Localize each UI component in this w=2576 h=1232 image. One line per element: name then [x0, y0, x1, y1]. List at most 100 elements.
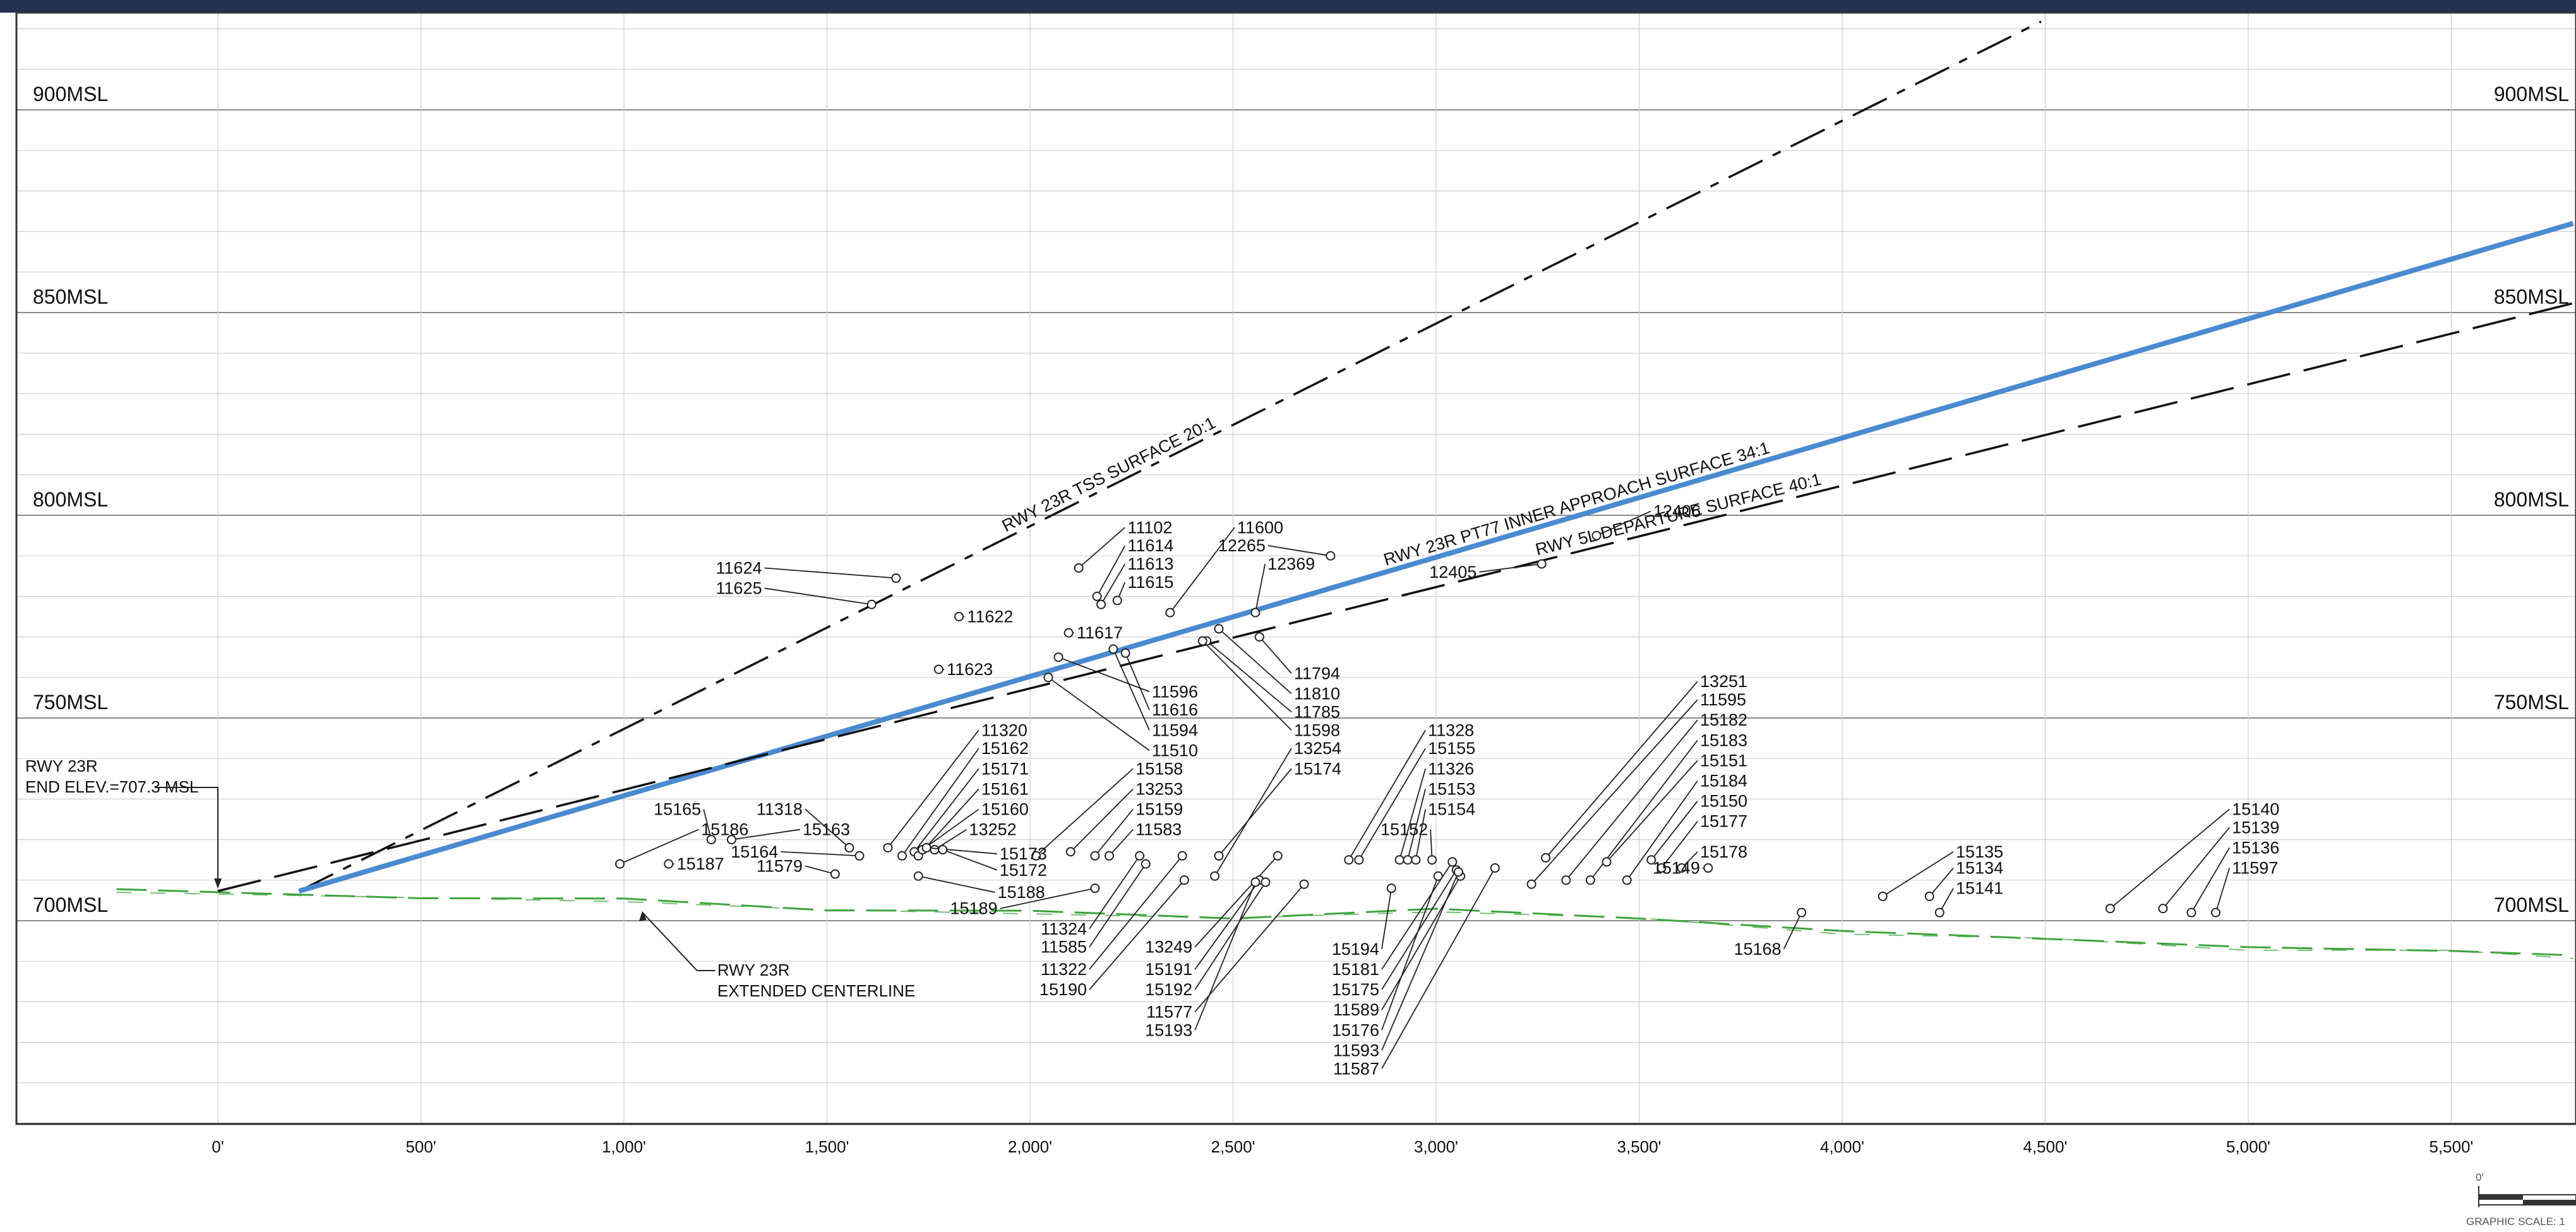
leader-line	[1783, 912, 1802, 950]
obstacle-point	[1537, 559, 1547, 569]
obstacle-point	[1031, 851, 1041, 861]
leader-line	[1381, 868, 1496, 1069]
obstacle-point	[844, 842, 854, 852]
centerline-label: RWY 23R	[717, 960, 790, 979]
obstacle-label: 11623	[947, 660, 993, 679]
obstacle-point	[1179, 875, 1189, 885]
obstacle-point	[1490, 863, 1500, 873]
obstacle-label: 11600	[1237, 518, 1283, 537]
obstacle-point	[1120, 648, 1130, 658]
leader-line	[1399, 769, 1427, 860]
obstacle-label: 15163	[803, 820, 850, 839]
leader-line	[1218, 768, 1292, 856]
obstacle-label: 13254	[1294, 739, 1341, 758]
y-tick-label-left: 700MSL	[33, 894, 108, 916]
x-tick-label: 1,500'	[805, 1137, 849, 1156]
leader-line	[1651, 801, 1698, 861]
leader-line	[1094, 808, 1134, 856]
scale-caption: GRAPHIC SCALE: 1	[2466, 1216, 2565, 1228]
obstacle-point	[1214, 851, 1224, 861]
obstacle-point	[1063, 628, 1074, 638]
y-tick-label-left: 900MSL	[33, 83, 108, 105]
leader-line	[1259, 637, 1292, 674]
leader-line	[1125, 652, 1150, 710]
obstacle-point	[664, 859, 674, 869]
obstacle-label: 11625	[716, 579, 762, 598]
leader-line	[1089, 880, 1185, 990]
obstacle-label: 15173	[1000, 844, 1047, 863]
obstacle-point	[1214, 624, 1224, 634]
runway-end-leader	[155, 787, 219, 888]
leader-line	[1048, 677, 1150, 751]
obstacle-point	[1108, 644, 1118, 654]
x-tick-label: 2,500'	[1211, 1137, 1255, 1156]
obstacle-point	[1646, 855, 1656, 865]
obstacle-point	[1878, 891, 1888, 901]
y-tick-label-left: 750MSL	[33, 691, 108, 714]
leader-line	[1430, 829, 1433, 860]
obstacle-point	[1703, 863, 1713, 873]
obstacle-point	[1092, 591, 1102, 601]
x-tick-label: 5,000'	[2226, 1137, 2270, 1156]
obstacle-label: 11810	[1294, 684, 1340, 703]
obstacle-point	[1043, 673, 1053, 683]
obstacle-label: 11577	[1146, 1002, 1192, 1021]
obstacle-point	[1090, 883, 1100, 894]
arrow-icon	[214, 878, 222, 889]
obstacle-label: 15188	[998, 883, 1045, 902]
obstacle-point	[1602, 857, 1612, 867]
y-tick-label-right: 850MSL	[2494, 285, 2569, 308]
obstacle-label: 11624	[716, 558, 762, 577]
leader-line	[1415, 809, 1427, 860]
leader-line	[1531, 699, 1698, 885]
leader-line	[1929, 867, 1954, 897]
leader-line	[922, 808, 979, 851]
obstacle-label: 15136	[2232, 838, 2279, 857]
obstacle-label: 15191	[1145, 960, 1192, 979]
obstacle-point	[1591, 530, 1602, 541]
obstacle-point	[1165, 607, 1175, 618]
obstacle-label: 15155	[1428, 739, 1475, 758]
leader-line	[1358, 748, 1426, 861]
leader-line	[1381, 870, 1457, 990]
obstacle-point	[830, 869, 840, 879]
x-tick-label: 500'	[405, 1137, 436, 1156]
leader-line	[2215, 868, 2231, 913]
obstacle-label: 11615	[1127, 573, 1173, 592]
obstacle-label: 15194	[1332, 940, 1379, 959]
leader-line	[1545, 681, 1698, 859]
leader-line	[781, 851, 860, 857]
obstacle-point	[1526, 879, 1537, 889]
obstacle-point	[1112, 595, 1122, 606]
obstacle-label: 15182	[1700, 710, 1747, 729]
leader-line	[1206, 640, 1292, 713]
obstacle-label: 13249	[1145, 938, 1192, 957]
leader-line	[805, 808, 850, 849]
obstacle-label: 15168	[1734, 940, 1781, 959]
leader-line	[1479, 563, 1542, 573]
surface-line	[298, 220, 2574, 894]
y-tick-label-right: 750MSL	[2494, 691, 2569, 714]
leader-line	[1089, 855, 1141, 930]
leader-line	[1566, 719, 1698, 881]
leader-line	[2191, 847, 2231, 913]
obstacle-label: 11579	[757, 856, 803, 875]
leader-line	[1036, 768, 1134, 856]
obstacle-label: 15134	[1956, 859, 2003, 878]
obstacle-label: 11617	[1077, 623, 1123, 642]
imaginary-surfaces: RWY 23R TSS SURFACE 20:1 RWY 23R PT77 INN…	[217, 20, 2574, 894]
obstacle-point	[2211, 907, 2221, 918]
leader-line	[764, 587, 872, 606]
obstacle-label: 15162	[981, 739, 1029, 758]
leader-line	[2162, 827, 2230, 909]
obstacle-point	[615, 859, 625, 869]
obstacle-markers: 11624 11625 11622 11623 11102116141161311615…	[615, 502, 2279, 1078]
arrow-icon	[638, 911, 647, 921]
obstacle-point	[1541, 852, 1551, 863]
obstacle-label: 11785	[1294, 702, 1340, 721]
obstacle-point	[1254, 632, 1264, 642]
obstacle-label: 15153	[1428, 779, 1475, 798]
centerline-label-line2: EXTENDED CENTERLINE	[717, 981, 916, 1000]
obstacle-label: 11613	[1127, 554, 1173, 573]
obstacle-label: 12406	[1653, 502, 1701, 521]
